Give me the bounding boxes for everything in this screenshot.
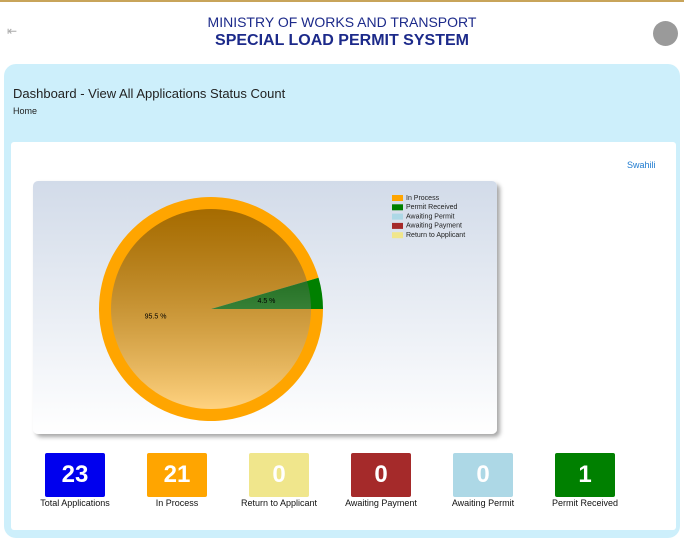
status-count[interactable]: 0	[351, 453, 411, 497]
legend-label: Permit Received	[406, 204, 457, 211]
status-count[interactable]: 23	[45, 453, 105, 497]
status-count[interactable]: 0	[453, 453, 513, 497]
status-label: In Process	[155, 498, 199, 508]
status-label: Awaiting Payment	[345, 498, 417, 508]
breadcrumb[interactable]: Home	[13, 106, 38, 116]
pie-slice	[99, 197, 323, 422]
legend-label: Awaiting Payment	[406, 223, 462, 230]
legend-label: Return to Applicant	[406, 232, 465, 239]
data-label: 95.5 %	[145, 314, 167, 321]
legend-swatch	[392, 213, 403, 220]
status-count[interactable]: 1	[555, 453, 615, 497]
page-title: Dashboard - View All Applications Status…	[13, 86, 286, 101]
data-label: 4.5 %	[257, 298, 275, 305]
legend-swatch	[392, 222, 403, 229]
status-label: Awaiting Permit	[451, 498, 515, 508]
legend-swatch	[392, 195, 403, 201]
legend-swatch	[392, 204, 403, 211]
header-subtitle: SPECIAL LOAD PERMIT SYSTEM	[215, 32, 469, 49]
legend-swatch	[392, 232, 403, 239]
user-avatar[interactable]	[653, 21, 678, 46]
status-label: Return to Applicant	[240, 498, 318, 508]
status-label: Total Applications	[40, 498, 110, 508]
back-button[interactable]: ⇤	[7, 24, 18, 38]
status-label: Permit Received	[551, 498, 619, 508]
status-count[interactable]: 0	[249, 453, 309, 497]
header-title: MINISTRY OF WORKS AND TRANSPORT	[207, 14, 477, 30]
legend-label: Awaiting Permit	[406, 213, 455, 220]
status-count[interactable]: 21	[147, 453, 207, 497]
language-link[interactable]: Swahili	[627, 160, 656, 170]
legend-label: In Process	[406, 195, 440, 202]
